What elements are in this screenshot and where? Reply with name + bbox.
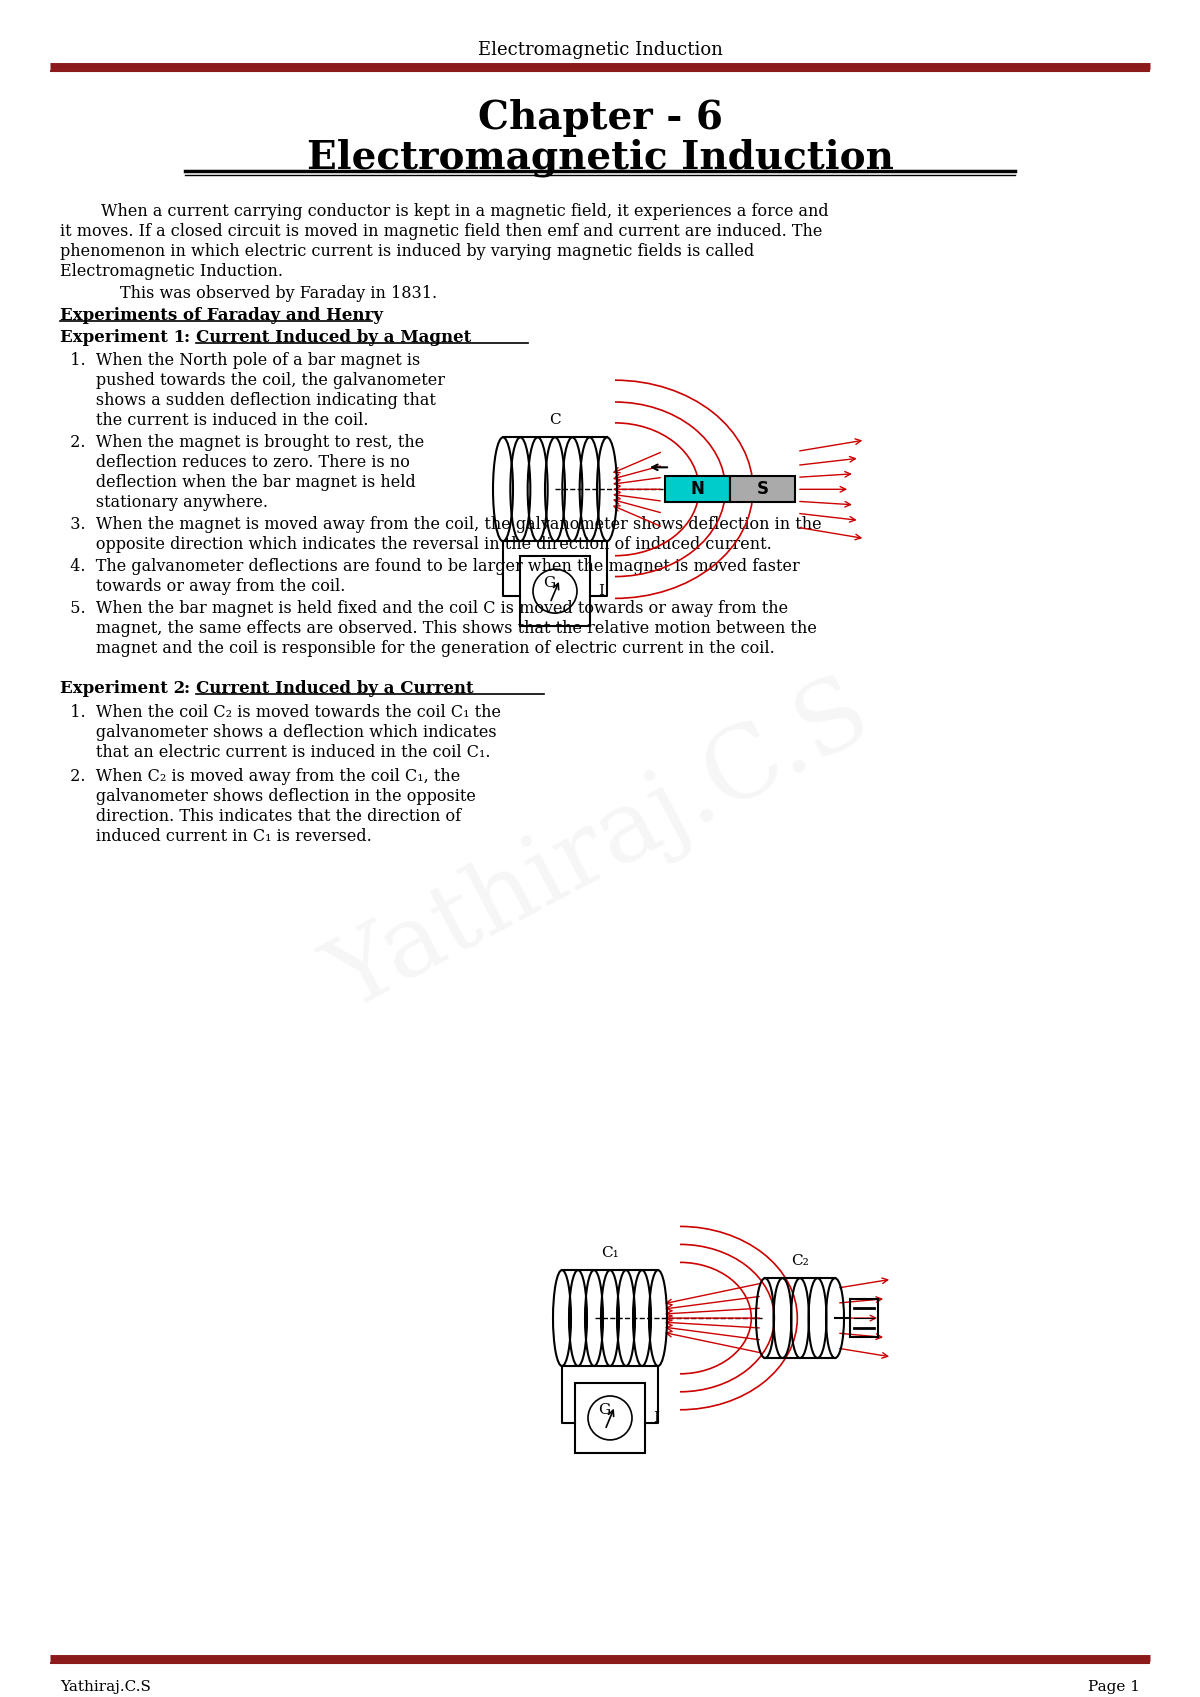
Text: 5.  When the bar magnet is held fixed and the coil C is moved towards or away fr: 5. When the bar magnet is held fixed and… bbox=[60, 601, 788, 618]
Text: 4.  The galvanometer deflections are found to be larger when the magnet is moved: 4. The galvanometer deflections are foun… bbox=[60, 558, 799, 575]
Text: I: I bbox=[598, 584, 604, 597]
Text: 1.  When the North pole of a bar magnet is: 1. When the North pole of a bar magnet i… bbox=[60, 353, 420, 370]
Text: Experiments of Faraday and Henry: Experiments of Faraday and Henry bbox=[60, 307, 383, 324]
Text: Electromagnetic Induction: Electromagnetic Induction bbox=[306, 139, 894, 176]
Text: Chapter - 6: Chapter - 6 bbox=[478, 98, 722, 137]
Bar bbox=[730, 477, 796, 502]
Text: Experiment 2: Experiment 2 bbox=[60, 680, 185, 697]
Text: 1.  When the coil C₂ is moved towards the coil C₁ the: 1. When the coil C₂ is moved towards the… bbox=[60, 704, 502, 721]
Text: Electromagnetic Induction.: Electromagnetic Induction. bbox=[60, 263, 283, 280]
Text: C₂: C₂ bbox=[791, 1254, 809, 1268]
Text: towards or away from the coil.: towards or away from the coil. bbox=[60, 579, 346, 596]
Text: pushed towards the coil, the galvanometer: pushed towards the coil, the galvanomete… bbox=[60, 372, 445, 389]
Text: Page 1: Page 1 bbox=[1088, 1680, 1140, 1694]
Text: phenomenon in which electric current is induced by varying magnetic fields is ca: phenomenon in which electric current is … bbox=[60, 243, 755, 260]
Text: Electromagnetic Induction: Electromagnetic Induction bbox=[478, 41, 722, 59]
Text: C₁: C₁ bbox=[601, 1246, 619, 1261]
Text: C: C bbox=[550, 414, 560, 428]
Text: galvanometer shows deflection in the opposite: galvanometer shows deflection in the opp… bbox=[60, 787, 476, 804]
Bar bbox=[850, 1300, 878, 1337]
Text: I: I bbox=[653, 1410, 659, 1425]
Text: shows a sudden deflection indicating that: shows a sudden deflection indicating tha… bbox=[60, 392, 436, 409]
Text: Current Induced by a Magnet: Current Induced by a Magnet bbox=[196, 329, 472, 346]
Text: When a current carrying conductor is kept in a magnetic field, it experiences a : When a current carrying conductor is kep… bbox=[60, 202, 829, 219]
Text: 3.  When the magnet is moved away from the coil, the galvanometer shows deflecti: 3. When the magnet is moved away from th… bbox=[60, 516, 822, 533]
Text: 2.  When the magnet is brought to rest, the: 2. When the magnet is brought to rest, t… bbox=[60, 434, 425, 451]
Text: direction. This indicates that the direction of: direction. This indicates that the direc… bbox=[60, 808, 461, 825]
Text: deflection reduces to zero. There is no: deflection reduces to zero. There is no bbox=[60, 455, 410, 472]
Text: opposite direction which indicates the reversal in the direction of induced curr: opposite direction which indicates the r… bbox=[60, 536, 772, 553]
Text: Current Induced by a Current: Current Induced by a Current bbox=[196, 680, 474, 697]
Text: magnet, the same effects are observed. This shows that the relative motion betwe: magnet, the same effects are observed. T… bbox=[60, 619, 817, 636]
Text: :: : bbox=[184, 329, 196, 346]
Text: that an electric current is induced in the coil C₁.: that an electric current is induced in t… bbox=[60, 743, 491, 760]
Text: stationary anywhere.: stationary anywhere. bbox=[60, 494, 268, 511]
Bar bbox=[520, 557, 590, 626]
Text: galvanometer shows a deflection which indicates: galvanometer shows a deflection which in… bbox=[60, 725, 497, 742]
Text: 2.  When C₂ is moved away from the coil C₁, the: 2. When C₂ is moved away from the coil C… bbox=[60, 767, 461, 786]
Text: Experiment 1: Experiment 1 bbox=[60, 329, 185, 346]
Bar bbox=[575, 1383, 646, 1453]
Bar bbox=[665, 477, 730, 502]
Text: Yathiraj.C.S: Yathiraj.C.S bbox=[60, 1680, 151, 1694]
Text: S: S bbox=[756, 480, 768, 499]
Text: G: G bbox=[598, 1403, 611, 1417]
Text: magnet and the coil is responsible for the generation of electric current in the: magnet and the coil is responsible for t… bbox=[60, 640, 775, 657]
Text: the current is induced in the coil.: the current is induced in the coil. bbox=[60, 412, 368, 429]
Text: it moves. If a closed circuit is moved in magnetic field then emf and current ar: it moves. If a closed circuit is moved i… bbox=[60, 222, 822, 239]
Text: induced current in C₁ is reversed.: induced current in C₁ is reversed. bbox=[60, 828, 372, 845]
Text: This was observed by Faraday in 1831.: This was observed by Faraday in 1831. bbox=[120, 285, 437, 302]
Text: N: N bbox=[690, 480, 704, 499]
Text: Yathiraj.C.S: Yathiraj.C.S bbox=[313, 665, 887, 1032]
Text: G: G bbox=[542, 577, 556, 591]
Text: :: : bbox=[184, 680, 196, 697]
Text: deflection when the bar magnet is held: deflection when the bar magnet is held bbox=[60, 475, 415, 492]
